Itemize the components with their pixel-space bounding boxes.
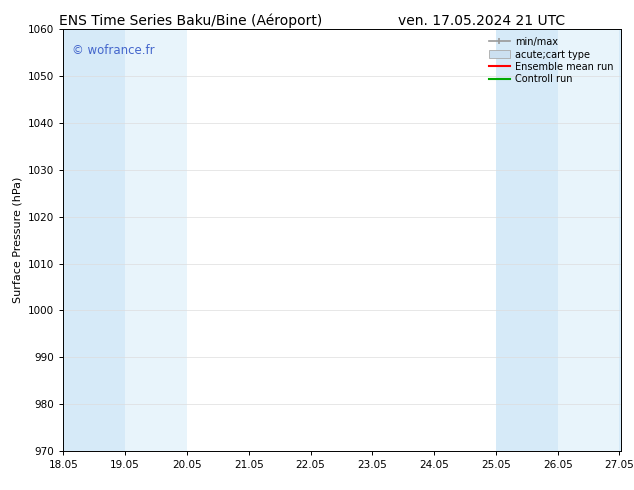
Bar (619, 29, 621, 451)
Text: © wofrance.fr: © wofrance.fr (72, 44, 155, 57)
Bar (558, 29, 619, 451)
Y-axis label: Surface Pressure (hPa): Surface Pressure (hPa) (13, 177, 23, 303)
Text: ENS Time Series Baku/Bine (Aéroport): ENS Time Series Baku/Bine (Aéroport) (58, 14, 322, 28)
Bar (125, 29, 187, 451)
Text: ven. 17.05.2024 21 UTC: ven. 17.05.2024 21 UTC (398, 14, 566, 28)
Bar (496, 29, 558, 451)
Legend: min/max, acute;cart type, Ensemble mean run, Controll run: min/max, acute;cart type, Ensemble mean … (486, 34, 616, 87)
Bar (63, 29, 125, 451)
